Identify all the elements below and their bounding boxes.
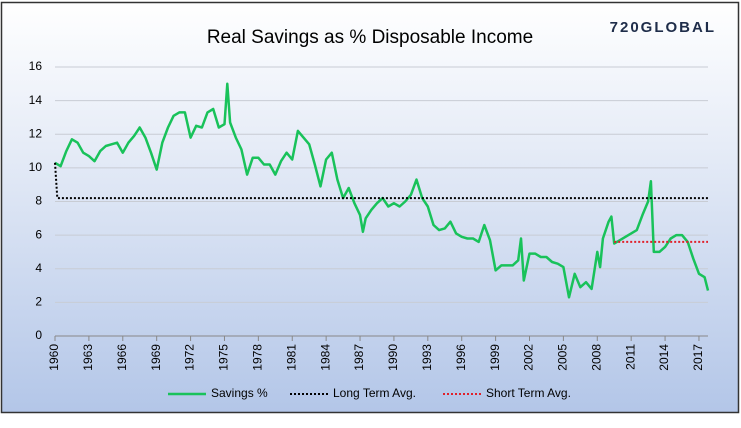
y-tick-label: 12 [29, 126, 43, 140]
y-tick-label: 4 [35, 261, 42, 275]
y-tick-label: 0 [35, 328, 42, 342]
x-tick-label: 1963 [81, 344, 95, 371]
y-tick-label: 6 [35, 227, 42, 241]
x-tick-label: 1993 [420, 344, 434, 371]
x-tick-label: 1996 [454, 344, 468, 371]
legend-label: Long Term Avg. [333, 386, 416, 400]
x-tick-label: 2005 [556, 344, 570, 371]
legend-label: Savings % [211, 386, 268, 400]
x-tick-label: 1969 [149, 344, 163, 371]
chart-frame [0, 1, 740, 414]
y-tick-label: 14 [29, 93, 43, 107]
x-tick-label: 1987 [352, 344, 366, 371]
x-tick-label: 2017 [691, 344, 705, 371]
x-tick-label: 1978 [251, 344, 265, 371]
x-tick-label: 1960 [47, 344, 61, 371]
x-tick-label: 1990 [386, 344, 400, 371]
series-line [54, 82, 710, 299]
chart-title: Real Savings as % Disposable Income [207, 27, 533, 48]
x-tick-label: 1975 [217, 344, 231, 371]
y-tick-label: 8 [35, 194, 42, 208]
y-tick-label: 10 [29, 160, 43, 174]
x-tick-label: 2014 [657, 344, 671, 371]
x-tick-label: 1966 [115, 344, 129, 371]
y-tick-label: 16 [29, 59, 43, 73]
series-line [54, 162, 708, 200]
x-tick-label: 1972 [183, 344, 197, 371]
logo: 720GLOBAL [610, 19, 716, 36]
y-tick-label: 2 [35, 295, 42, 309]
x-tick-label: 2002 [522, 344, 536, 371]
x-tick-label: 1981 [284, 344, 298, 371]
x-tick-label: 2011 [623, 344, 637, 370]
x-tick-label: 1999 [488, 344, 502, 371]
legend-label: Short Term Avg. [486, 386, 571, 400]
x-tick-label: 1984 [318, 344, 332, 371]
x-tick-label: 2008 [589, 344, 603, 371]
